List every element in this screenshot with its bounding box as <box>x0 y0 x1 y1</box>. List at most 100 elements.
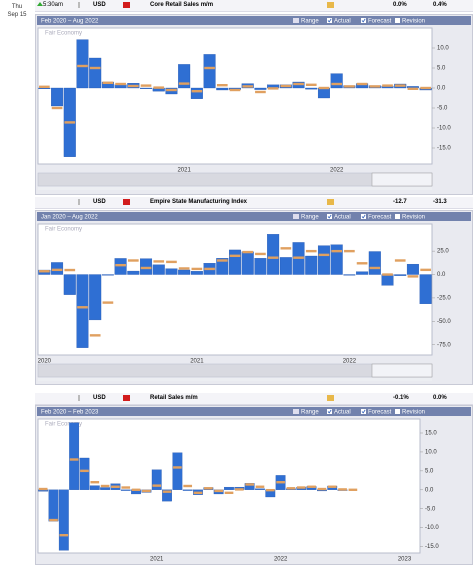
forecast-marker <box>178 267 190 270</box>
header-bar <box>37 16 471 25</box>
x-tick-label: 2020 <box>38 359 52 365</box>
forecast-marker <box>77 64 88 68</box>
forecast-marker <box>204 66 215 70</box>
forecast-marker <box>369 85 381 88</box>
bar <box>38 87 51 89</box>
y-tick-label: -50.0 <box>437 319 451 325</box>
forecast-marker <box>193 491 203 495</box>
checkbox-checked[interactable] <box>327 18 332 23</box>
range-button[interactable]: Range <box>301 19 319 25</box>
forecast-marker <box>331 249 343 253</box>
detail-icon[interactable] <box>327 199 335 206</box>
bar <box>255 488 265 490</box>
checkbox-checked[interactable] <box>361 18 366 23</box>
legend-entry[interactable]: Actual <box>334 410 351 416</box>
event-row[interactable]: USD Retail Sales m/m -0.1% 0.0% <box>35 393 473 405</box>
forecast-marker <box>38 487 48 491</box>
forecast-marker <box>318 86 330 90</box>
forecast-marker <box>394 259 406 262</box>
bar <box>89 485 100 490</box>
navigator-selection[interactable] <box>371 363 433 378</box>
figure: 0.0% <box>433 395 447 401</box>
range-button[interactable]: Range <box>301 410 319 416</box>
y-tick-label: 15.0 <box>425 431 437 437</box>
range-icon[interactable] <box>293 409 299 414</box>
checkbox-checked[interactable] <box>361 214 366 219</box>
range-text: Feb 2020 – Aug 2022 <box>41 19 99 25</box>
checkbox-checked[interactable] <box>327 214 332 219</box>
forecast-marker <box>255 90 266 94</box>
range-icon[interactable] <box>293 214 299 219</box>
chart-panel: Feb 2020 – Aug 2022 Range Actual Forecast Re… <box>35 14 473 195</box>
bar <box>224 486 234 490</box>
forecast-marker <box>286 487 296 490</box>
forecast-marker <box>276 481 285 484</box>
forecast-marker <box>348 488 358 491</box>
forecast-marker <box>166 260 177 264</box>
y-tick-label: -25.0 <box>437 295 451 301</box>
check <box>361 18 366 23</box>
range-icon[interactable] <box>293 18 299 23</box>
checkbox[interactable] <box>395 409 400 414</box>
check <box>327 409 332 414</box>
check <box>361 214 366 219</box>
range-button[interactable]: Range <box>301 215 319 221</box>
revision-button[interactable]: Revision <box>402 410 425 416</box>
x-tick-label: 2021 <box>150 557 164 563</box>
checkbox-checked[interactable] <box>361 409 366 414</box>
forecast-marker <box>318 253 330 257</box>
detail-icon[interactable] <box>327 2 335 9</box>
watermark: Fair Economy <box>45 31 82 37</box>
event-row[interactable]: USD Empire State Manufacturing Index -12… <box>35 197 473 209</box>
forecast-marker <box>229 88 241 92</box>
checkbox[interactable] <box>395 214 400 219</box>
legend-entry[interactable]: Forecast <box>368 215 392 221</box>
y-tick-label: 5.0 <box>425 468 434 474</box>
forecast-marker <box>178 82 190 85</box>
forecast-marker <box>89 334 101 337</box>
legend-entry[interactable]: Actual <box>334 19 351 25</box>
forecast-marker <box>127 84 139 88</box>
forecast-marker <box>224 491 234 495</box>
bar <box>76 274 89 348</box>
bar <box>190 271 203 275</box>
detail-icon[interactable] <box>327 395 335 402</box>
x-tick-label: 2022 <box>330 168 344 174</box>
time-icon <box>37 2 43 6</box>
legend-entry[interactable]: Forecast <box>368 410 392 416</box>
bar <box>89 274 102 321</box>
watermark: Fair Economy <box>45 422 82 428</box>
checkbox-checked[interactable] <box>327 409 332 414</box>
forecast-marker <box>338 488 347 491</box>
forecast-marker <box>216 84 228 87</box>
revision-button[interactable]: Revision <box>402 19 425 25</box>
checkbox[interactable] <box>395 18 400 23</box>
legend-entry[interactable]: Actual <box>334 215 351 221</box>
impact-icon <box>123 2 130 8</box>
legend-entry[interactable]: Forecast <box>368 19 392 25</box>
plot-area <box>37 223 433 356</box>
revision-button[interactable]: Revision <box>402 215 425 221</box>
forecast-marker <box>242 250 254 254</box>
y-tick-label: 0.0 <box>425 487 434 493</box>
bar <box>241 251 254 275</box>
bar <box>216 87 229 91</box>
currency: USD <box>93 395 106 401</box>
scrollbar <box>38 378 432 381</box>
forecast-marker <box>356 262 368 265</box>
chart-panel: Feb 2020 – Feb 2023 Range Actual Forecast Re… <box>35 405 473 565</box>
forecast-marker <box>307 485 316 488</box>
scrollbar <box>38 187 432 190</box>
bar <box>79 457 90 490</box>
forecast-marker <box>140 266 152 270</box>
forecast-marker <box>102 81 114 84</box>
x-tick-label: 2021 <box>177 168 191 174</box>
forecast-marker <box>102 301 114 304</box>
sound-icon <box>78 199 80 205</box>
y-tick-label: -10.0 <box>437 126 451 132</box>
chart-panel: Jan 2020 – Aug 2022 Range Actual Forecast Re… <box>35 210 473 385</box>
navigator-selection[interactable] <box>371 172 433 187</box>
bar <box>63 274 76 295</box>
forecast-marker <box>420 268 431 272</box>
event-row[interactable]: 5:30am USD Core Retail Sales m/m 0.0% 0.… <box>35 0 473 12</box>
